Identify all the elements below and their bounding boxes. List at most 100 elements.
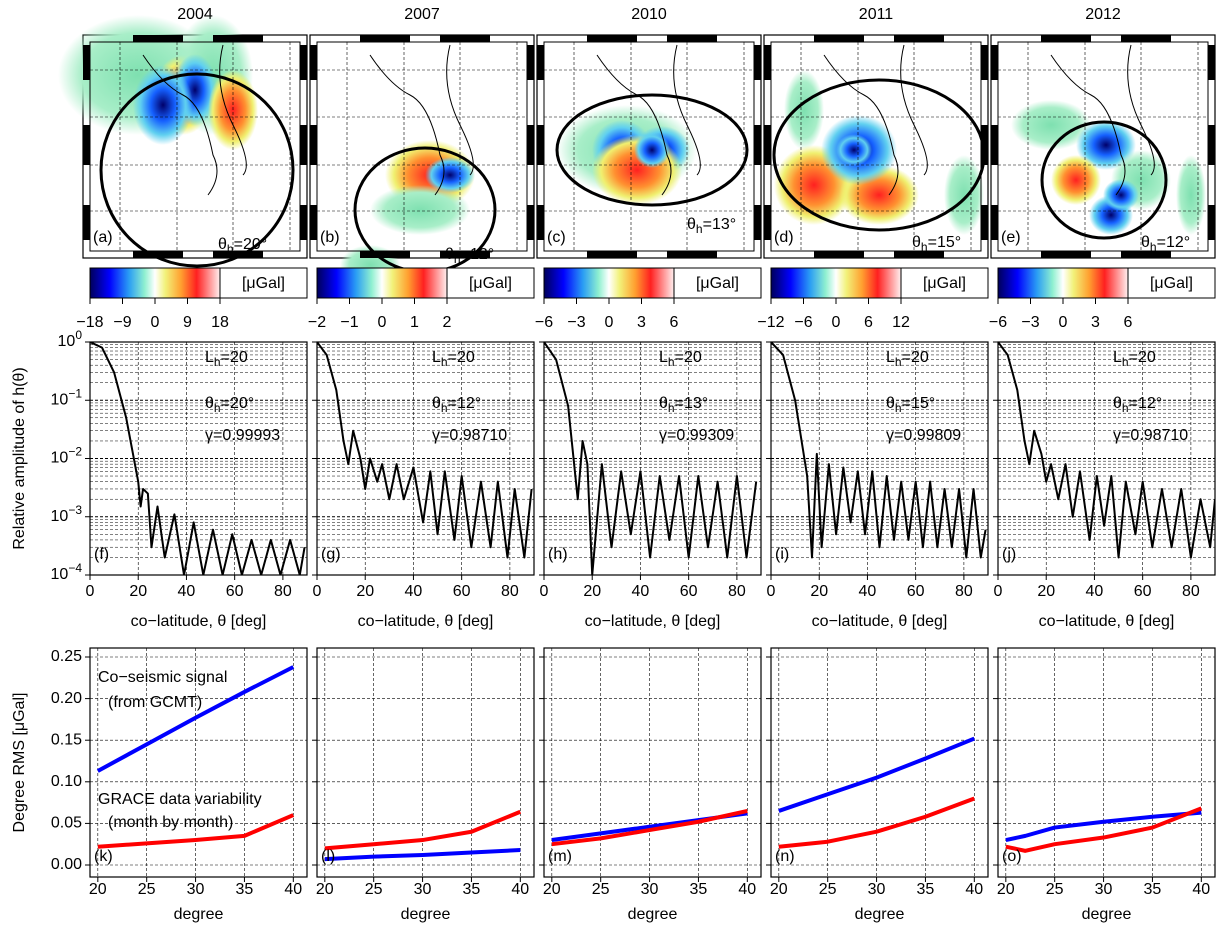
panel-label: (g) bbox=[321, 546, 341, 563]
annotation: γ=0.98710 bbox=[1113, 427, 1188, 444]
annotation: Lh=20 bbox=[1113, 349, 1156, 369]
frame-segment bbox=[133, 251, 183, 258]
annotation: γ=0.99993 bbox=[205, 427, 280, 444]
map-title: 2012 bbox=[1085, 6, 1121, 23]
x-axis-label: co−latitude, θ [deg] bbox=[585, 613, 721, 630]
colorbar-tick-label: 6 bbox=[670, 314, 679, 331]
coastline bbox=[1050, 44, 1155, 196]
map-inner-frame bbox=[316, 41, 528, 252]
map-title: 2011 bbox=[859, 6, 894, 23]
x-tick-label: 40 bbox=[738, 881, 756, 898]
series-line bbox=[551, 808, 748, 847]
frame-segment bbox=[133, 35, 183, 42]
y-tick-label: 10−4 bbox=[51, 561, 83, 583]
series-label: GRACE data variability bbox=[98, 791, 262, 808]
map-panel bbox=[309, 34, 535, 285]
gravity-anomaly bbox=[208, 70, 258, 150]
colorbar-tick-label: 0 bbox=[151, 314, 160, 331]
x-tick-label: 20 bbox=[770, 881, 788, 898]
x-tick-label: 0 bbox=[540, 583, 549, 600]
series-line bbox=[90, 342, 306, 575]
colorbar bbox=[770, 267, 902, 299]
frame-segment bbox=[310, 205, 317, 240]
frame-segment bbox=[894, 251, 944, 258]
map-panel bbox=[58, 15, 308, 268]
plot-frame bbox=[543, 341, 762, 576]
subscript: h bbox=[214, 401, 221, 415]
x-axis-label: co−latitude, θ [deg] bbox=[1039, 613, 1175, 630]
x-tick-label: 30 bbox=[187, 881, 205, 898]
colorbar-unit-box bbox=[900, 267, 989, 299]
panel-label: (m) bbox=[548, 848, 572, 865]
symbol: θ bbox=[886, 395, 895, 412]
symbol: L bbox=[432, 349, 441, 366]
x-tick-label: 35 bbox=[917, 881, 935, 898]
frame-segment bbox=[814, 35, 864, 42]
panel-label: (n) bbox=[775, 848, 795, 865]
x-tick-label: 80 bbox=[955, 583, 973, 600]
symbol: θ bbox=[659, 395, 668, 412]
plot-frame bbox=[543, 647, 762, 878]
cap-circle bbox=[772, 78, 986, 232]
frame-segment bbox=[537, 125, 544, 165]
annotation-text: =13° bbox=[675, 395, 709, 412]
frame-segment bbox=[83, 45, 90, 80]
annotation: θh=12° bbox=[445, 246, 494, 266]
frame-segment bbox=[1121, 35, 1171, 42]
annotation-text: γ=0.99993 bbox=[205, 427, 280, 444]
plot-frame bbox=[997, 647, 1216, 878]
colorbar-unit-box bbox=[673, 267, 762, 299]
series-line bbox=[317, 342, 533, 559]
x-tick-label: 0 bbox=[767, 583, 776, 600]
x-tick-label: 25 bbox=[138, 881, 156, 898]
cap-circle bbox=[99, 72, 295, 268]
annotation-text: =20° bbox=[221, 395, 255, 412]
colorbar-tick-label: 0 bbox=[832, 314, 841, 331]
x-tick-label: 40 bbox=[965, 881, 983, 898]
subscript: h bbox=[441, 355, 448, 369]
y-tick-label: 0.25 bbox=[51, 648, 82, 665]
frame-segment bbox=[300, 45, 307, 80]
annotation: θh=20° bbox=[205, 395, 254, 415]
gravity-anomaly bbox=[425, 157, 475, 193]
y-tick-label: 0.10 bbox=[51, 773, 82, 790]
y-tick-label: 0.15 bbox=[51, 731, 82, 748]
gravity-anomaly bbox=[1051, 155, 1101, 205]
frame-segment bbox=[440, 251, 490, 258]
coastline bbox=[596, 44, 701, 196]
frame-segment bbox=[667, 251, 717, 258]
series-line bbox=[324, 809, 522, 851]
frame-segment bbox=[1208, 125, 1215, 165]
frame-segment bbox=[1208, 205, 1215, 240]
series-line bbox=[778, 736, 976, 813]
cap-circle bbox=[1040, 120, 1168, 240]
x-tick-label: 40 bbox=[859, 583, 877, 600]
panel-label: (i) bbox=[775, 546, 789, 563]
panel-label: (k) bbox=[94, 848, 113, 865]
map-panel bbox=[536, 34, 762, 259]
x-tick-label: 30 bbox=[868, 881, 886, 898]
frame-segment bbox=[991, 45, 998, 80]
x-tick-label: 20 bbox=[1037, 583, 1055, 600]
plot-frame bbox=[89, 341, 308, 576]
colorbar-tick-label: 1 bbox=[410, 314, 419, 331]
frame-segment bbox=[1041, 251, 1091, 258]
x-tick-label: 25 bbox=[365, 881, 383, 898]
frame-segment bbox=[754, 205, 761, 240]
annotation-text: =20 bbox=[1129, 349, 1156, 366]
annotation: θh=12° bbox=[432, 395, 481, 415]
symbol: L bbox=[205, 349, 214, 366]
series-line bbox=[324, 848, 521, 862]
subscript: h bbox=[895, 355, 902, 369]
x-tick-label: 25 bbox=[592, 881, 610, 898]
annotation-text: γ=0.98710 bbox=[432, 427, 507, 444]
x-tick-label: 20 bbox=[89, 881, 107, 898]
x-tick-label: 60 bbox=[1134, 583, 1152, 600]
frame-segment bbox=[83, 125, 90, 165]
frame-segment bbox=[894, 35, 944, 42]
frame-segment bbox=[754, 125, 761, 165]
colorbar-unit-box bbox=[1127, 267, 1216, 299]
series-label: (from GCMT) bbox=[108, 694, 202, 711]
frame-segment bbox=[537, 205, 544, 240]
plot-frame bbox=[770, 341, 989, 576]
